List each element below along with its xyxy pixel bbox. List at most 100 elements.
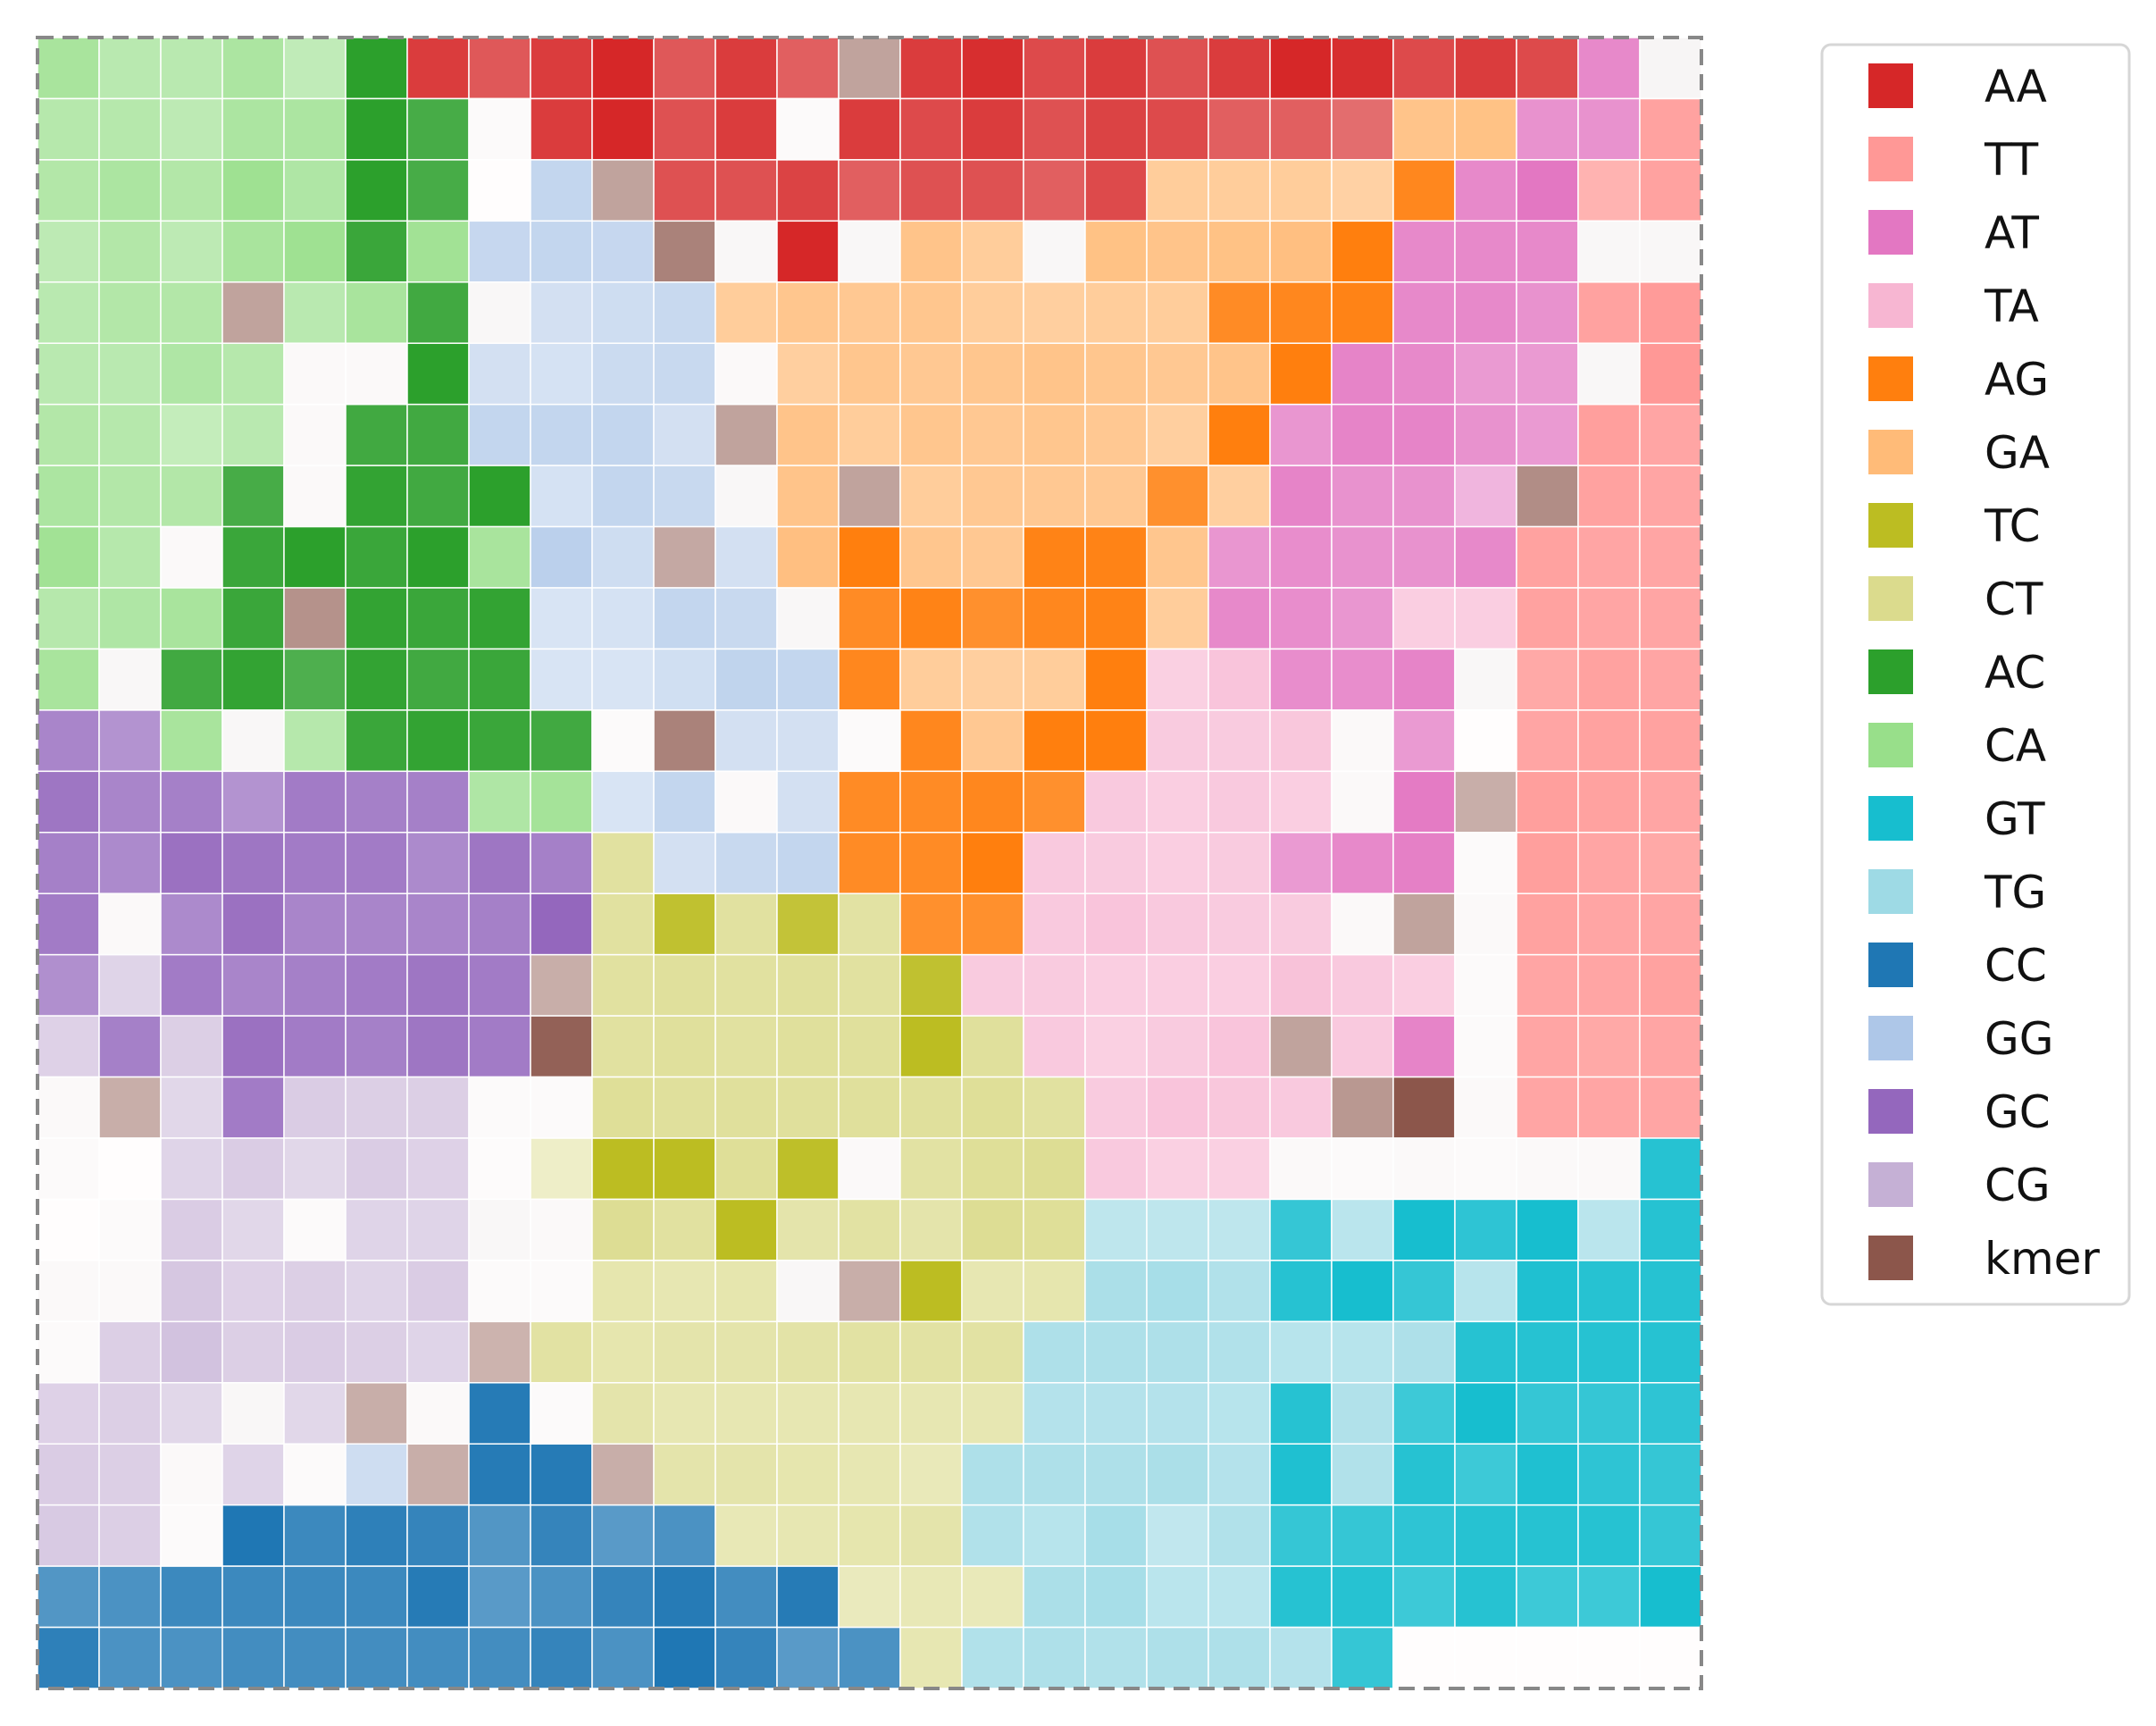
heatmap-cell-r13-c20 (1269, 832, 1333, 894)
heatmap-cell-r9-c17 (1084, 587, 1148, 650)
heatmap-cell-r26-c26 (1639, 1626, 1702, 1689)
heatmap-cell-r15-c26 (1639, 953, 1702, 1017)
heatmap-cell-r15-c12 (776, 953, 840, 1017)
heatmap-cell-r0-c17 (1084, 37, 1148, 100)
heatmap-cell-r15-c21 (1331, 953, 1394, 1017)
heatmap-cell-r20-c5 (345, 1260, 408, 1323)
heatmap-cell-r0-c23 (1454, 37, 1517, 100)
heatmap-cell-r0-c1 (98, 37, 162, 100)
heatmap-cell-r9-c21 (1331, 587, 1394, 650)
heatmap-cell-r24-c25 (1577, 1504, 1641, 1567)
heatmap-cell-r16-c14 (899, 1015, 963, 1078)
heatmap-cell-r13-c26 (1639, 832, 1702, 894)
heatmap-cell-r14-c16 (1023, 892, 1086, 956)
heatmap-cell-r5-c0 (37, 342, 100, 406)
heatmap-cell-r8-c26 (1639, 525, 1702, 589)
heatmap-cell-r2-c20 (1269, 159, 1333, 222)
legend-label-aa: AA (1985, 61, 2047, 113)
heatmap-cell-r22-c8 (530, 1382, 593, 1445)
heatmap-cell-r10-c2 (160, 648, 223, 711)
heatmap-cell-r24-c18 (1146, 1504, 1209, 1567)
heatmap-cell-r26-c17 (1084, 1626, 1148, 1689)
heatmap-cell-r22-c4 (283, 1382, 347, 1445)
heatmap-cell-r11-c8 (530, 709, 593, 773)
heatmap-cell-r3-c7 (468, 220, 531, 283)
legend-item-tt: TT (1868, 134, 2039, 186)
heatmap-cell-r26-c22 (1392, 1626, 1456, 1689)
heatmap-cell-r15-c18 (1146, 953, 1209, 1017)
heatmap-cell-r2-c1 (98, 159, 162, 222)
heatmap-cell-r14-c3 (221, 892, 285, 956)
heatmap-cell-r4-c22 (1392, 281, 1456, 344)
heatmap-cell-r14-c13 (838, 892, 901, 956)
heatmap-cell-r7-c10 (653, 465, 716, 528)
heatmap-cell-r11-c21 (1331, 709, 1394, 773)
heatmap-cell-r4-c25 (1577, 281, 1641, 344)
heatmap-cell-r8-c9 (591, 525, 655, 589)
legend-item-tc: TC (1868, 500, 2041, 552)
legend-item-ag: AG (1868, 354, 2049, 406)
heatmap-cell-r11-c20 (1269, 709, 1333, 773)
heatmap-cell-r14-c20 (1269, 892, 1333, 956)
heatmap-cell-r21-c20 (1269, 1320, 1333, 1384)
legend-label-gg: GG (1985, 1013, 2054, 1065)
heatmap-cell-r11-c22 (1392, 709, 1456, 773)
heatmap-cell-r6-c14 (899, 403, 963, 466)
heatmap-cell-r18-c7 (468, 1137, 531, 1201)
heatmap-cell-r2-c0 (37, 159, 100, 222)
heatmap-cell-r4-c13 (838, 281, 901, 344)
heatmap-cell-r6-c12 (776, 403, 840, 466)
heatmap-cell-r25-c16 (1023, 1565, 1086, 1629)
legend-label-gc: GC (1985, 1086, 2051, 1138)
heatmap-cell-r22-c3 (221, 1382, 285, 1445)
heatmap-cell-r4-c16 (1023, 281, 1086, 344)
heatmap-cell-r13-c0 (37, 832, 100, 894)
heatmap-cell-r25-c13 (838, 1565, 901, 1629)
legend-label-ac: AC (1985, 647, 2045, 699)
heatmap-cell-r6-c2 (160, 403, 223, 466)
heatmap-cell-r0-c22 (1392, 37, 1456, 100)
heatmap-cell-r14-c2 (160, 892, 223, 956)
heatmap-cell-r1-c11 (714, 97, 778, 161)
heatmap-cell-r6-c24 (1516, 403, 1579, 466)
heatmap-cell-r17-c2 (160, 1076, 223, 1139)
heatmap-cell-r6-c0 (37, 403, 100, 466)
heatmap-cell-r12-c21 (1331, 770, 1394, 834)
heatmap-cell-r18-c0 (37, 1137, 100, 1201)
heatmap-cell-r4-c1 (98, 281, 162, 344)
legend-item-tg: TG (1868, 867, 2046, 918)
heatmap-cell-r5-c19 (1208, 342, 1271, 406)
heatmap-cell-r0-c7 (468, 37, 531, 100)
heatmap-cell-r6-c6 (406, 403, 470, 466)
heatmap-cell-r14-c7 (468, 892, 531, 956)
heatmap-cell-r2-c18 (1146, 159, 1209, 222)
heatmap-cell-r19-c2 (160, 1198, 223, 1261)
heatmap-cell-r10-c16 (1023, 648, 1086, 711)
heatmap-cell-r10-c13 (838, 648, 901, 711)
heatmap-cell-r23-c19 (1208, 1443, 1271, 1506)
heatmap-cell-r4-c6 (406, 281, 470, 344)
heatmap-cell-r25-c5 (345, 1565, 408, 1629)
heatmap-cell-r10-c8 (530, 648, 593, 711)
heatmap-cell-r8-c2 (160, 525, 223, 589)
heatmap-cell-r20-c24 (1516, 1260, 1579, 1323)
heatmap-cell-r9-c7 (468, 587, 531, 650)
heatmap-cell-r12-c14 (899, 770, 963, 834)
heatmap-cell-r6-c23 (1454, 403, 1517, 466)
heatmap-cell-r21-c24 (1516, 1320, 1579, 1384)
heatmap-cell-r21-c13 (838, 1320, 901, 1384)
heatmap-cell-r11-c14 (899, 709, 963, 773)
heatmap-cell-r2-c25 (1577, 159, 1641, 222)
heatmap-cell-r23-c5 (345, 1443, 408, 1506)
heatmap-cell-r17-c11 (714, 1076, 778, 1139)
heatmap-cell-r11-c2 (160, 709, 223, 773)
heatmap-cell-r17-c4 (283, 1076, 347, 1139)
heatmap-cell-r1-c15 (961, 97, 1024, 161)
heatmap-cell-r16-c19 (1208, 1015, 1271, 1078)
heatmap-cell-r5-c13 (838, 342, 901, 406)
heatmap-cell-r20-c16 (1023, 1260, 1086, 1323)
heatmap-cell-r23-c16 (1023, 1443, 1086, 1506)
heatmap-cell-r21-c22 (1392, 1320, 1456, 1384)
heatmap-cell-r25-c9 (591, 1565, 655, 1629)
